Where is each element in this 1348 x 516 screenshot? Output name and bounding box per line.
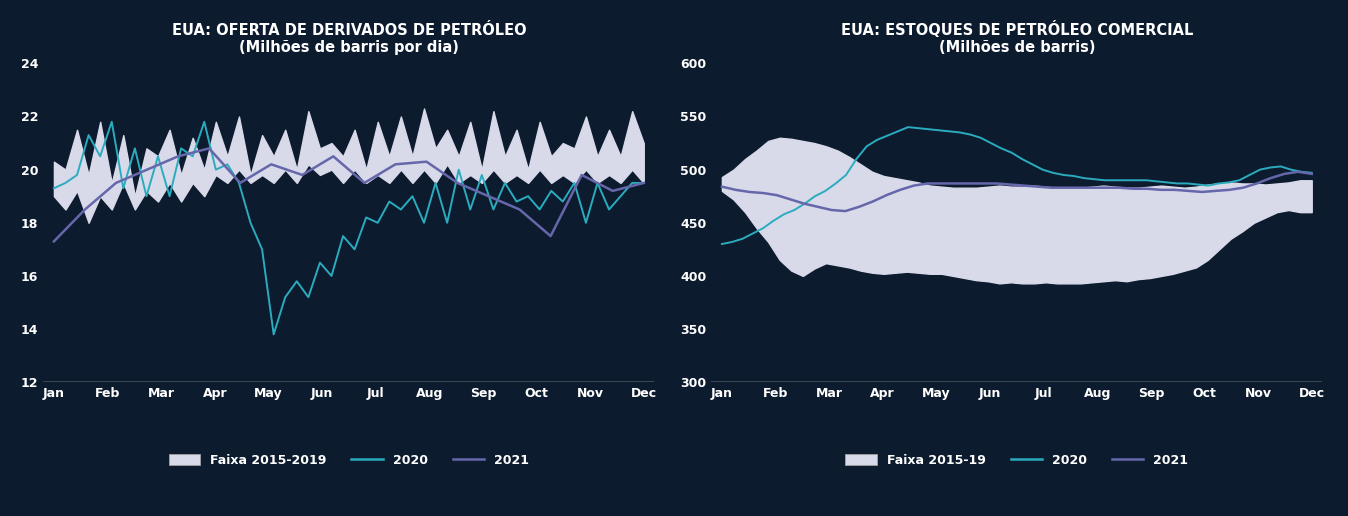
Legend: Faixa 2015-19, 2020, 2021: Faixa 2015-19, 2020, 2021 xyxy=(841,448,1193,472)
Legend: Faixa 2015-2019, 2020, 2021: Faixa 2015-2019, 2020, 2021 xyxy=(163,448,534,472)
Title: EUA: OFERTA DE DERIVADOS DE PETRÓLEO
(Milhões de barris por dia): EUA: OFERTA DE DERIVADOS DE PETRÓLEO (Mi… xyxy=(171,23,526,55)
Title: EUA: ESTOQUES DE PETRÓLEO COMERCIAL
(Milhões de barris): EUA: ESTOQUES DE PETRÓLEO COMERCIAL (Mil… xyxy=(841,21,1193,55)
